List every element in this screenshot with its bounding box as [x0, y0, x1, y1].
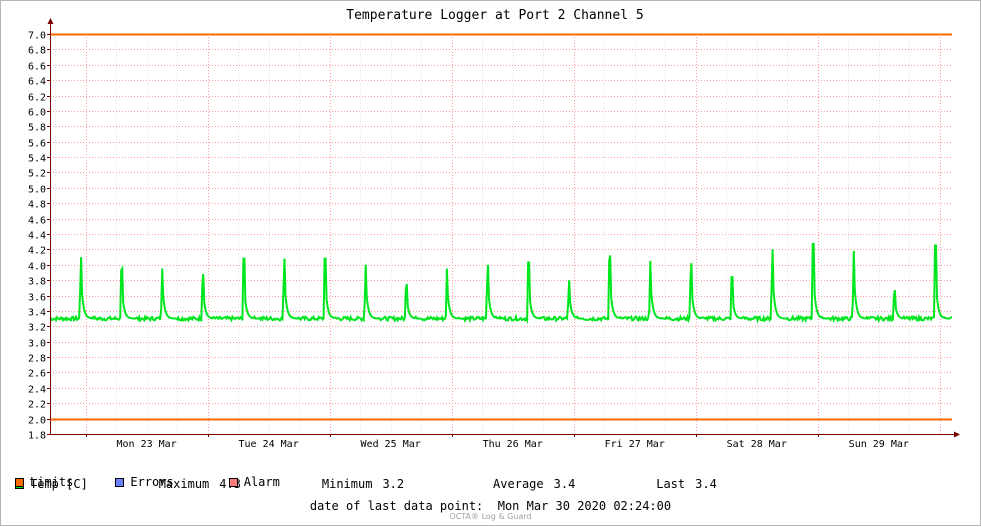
temp-series-line: [49, 243, 953, 325]
y-tick-label: 6.4: [28, 77, 46, 88]
y-tick-label: 3.2: [28, 323, 46, 334]
y-tick-label: 2.4: [28, 385, 46, 396]
x-tick-label: Tue 24 Mar: [239, 439, 299, 450]
y-tick-label: 4.4: [28, 231, 46, 242]
y-tick-label: 2.6: [28, 369, 46, 380]
minor-gridlines: [55, 34, 910, 434]
chart-title: Temperature Logger at Port 2 Channel 5: [346, 8, 643, 23]
alarm-swatch-icon: [228, 477, 238, 487]
y-axis-arrow-icon: [47, 18, 54, 24]
y-tick-label: 4.8: [28, 200, 46, 211]
legend-limits: Limits: [15, 475, 73, 489]
alarm-label: Alarm: [243, 475, 280, 489]
x-tick-label: Mon 23 Mar: [116, 439, 176, 450]
y-tick-label: 6.8: [28, 46, 46, 57]
legend-errors: Errors: [115, 475, 174, 489]
last-point-label: date of last data point:: [309, 499, 484, 513]
x-tick-label: Sat 28 Mar: [727, 439, 787, 450]
axes: [47, 18, 960, 438]
x-tick-label: Fri 27 Mar: [605, 439, 665, 450]
x-tick-label: Sun 29 Mar: [849, 439, 909, 450]
minimum-value: 3.2: [382, 477, 405, 491]
y-tick-label: 5.0: [28, 185, 46, 196]
y-tick-label: 2.8: [28, 354, 46, 365]
legend-row-markers: Limits Errors Alarm: [15, 475, 320, 489]
stat-last: Last 3.4: [627, 463, 717, 505]
y-tick-label: 4.0: [28, 262, 46, 273]
average-label: Average: [493, 477, 544, 491]
y-tick-label: 6.6: [28, 62, 46, 73]
y-tick-label: 5.4: [28, 154, 46, 165]
y-tick-label: 4.6: [28, 216, 46, 227]
x-axis-ticks: Mon 23 Mar Tue 24 Mar Wed 25 Mar Thu 26 Mar…: [86, 434, 909, 450]
legend-alarm: Alarm: [228, 475, 280, 489]
last-data-point: date of last data point: Mon Mar 30 2020…: [0, 499, 981, 513]
limits-swatch-icon: [15, 477, 24, 487]
y-axis-ticks: 1.8 2.0 2.2 2.4 2.6 2.8 3.0 3.2 3.4 3.6 3.8 4.0 4.2 4…: [28, 31, 50, 442]
y-tick-label: 5.2: [28, 169, 46, 180]
y-tick-label: 2.0: [28, 416, 46, 427]
last-value: 3.4: [695, 477, 717, 491]
temp-label: Temp [C]: [30, 477, 88, 491]
y-tick-label: 3.0: [28, 339, 46, 350]
minimum-label: Minimum: [321, 477, 373, 491]
watermark: OCTA® Log & Guard: [449, 512, 532, 521]
last-point-value: Mon Mar 30 2020 02:24:00: [497, 499, 672, 513]
y-tick-label: 2.2: [28, 400, 46, 411]
last-label: Last: [656, 477, 686, 491]
maximum-label: Maximum: [158, 477, 210, 491]
y-tick-label: 3.6: [28, 293, 46, 304]
average-value: 3.4: [553, 477, 576, 491]
y-tick-label: 4.2: [28, 246, 46, 257]
y-tick-label: 7.0: [28, 31, 46, 42]
stat-average: Average 3.4: [464, 463, 575, 505]
x-tick-label: Wed 25 Mar: [361, 439, 421, 450]
y-tick-label: 1.8: [28, 431, 46, 442]
x-axis-arrow-icon: [954, 431, 960, 438]
y-tick-label: 3.8: [28, 277, 46, 288]
y-tick-label: 6.2: [28, 93, 46, 104]
stat-minimum: Minimum 3.2: [293, 463, 404, 505]
y-tick-label: 5.6: [28, 139, 46, 150]
x-tick-label: Thu 26 Mar: [483, 439, 543, 450]
errors-label: Errors: [130, 475, 174, 489]
limits-label: Limits: [30, 475, 74, 489]
errors-swatch-icon: [115, 477, 125, 487]
y-tick-label: 6.0: [28, 108, 46, 119]
y-tick-label: 3.4: [28, 308, 46, 319]
limit-lines: [50, 33, 952, 421]
major-gridlines: [50, 34, 952, 435]
y-tick-label: 5.8: [28, 123, 46, 134]
